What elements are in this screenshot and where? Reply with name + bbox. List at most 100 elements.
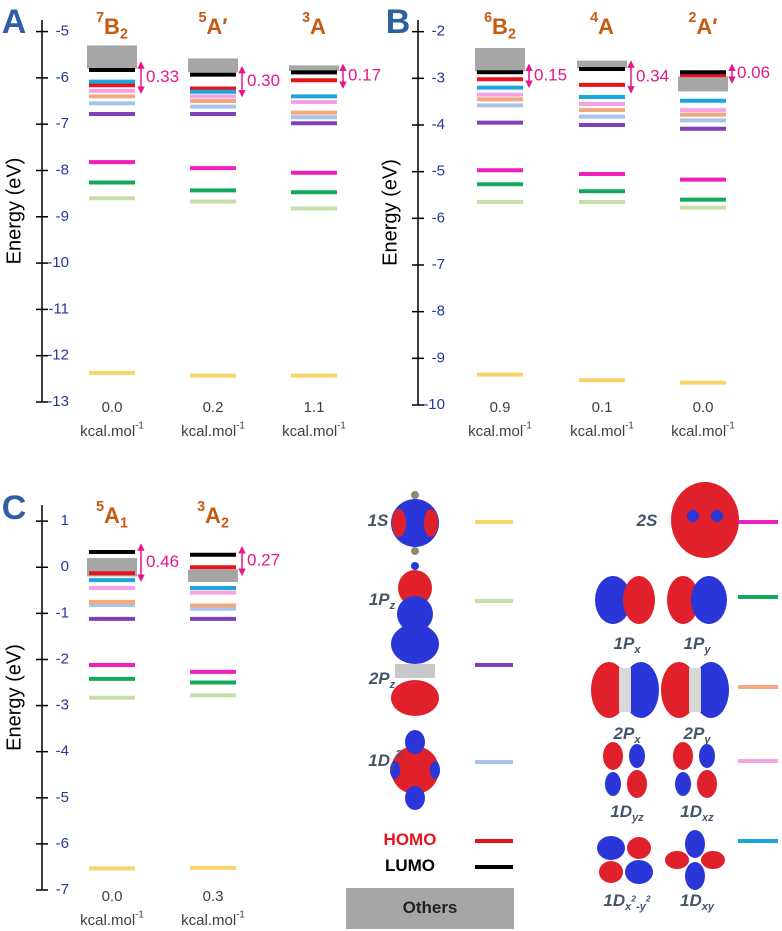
orbital-1px [595, 576, 655, 624]
text-part: 1P [684, 634, 705, 653]
text-part: 1D [603, 891, 625, 910]
panel-label: A [2, 3, 27, 41]
text-part: x [633, 734, 641, 746]
text-part: -1 [337, 420, 346, 431]
orbital-2s [671, 482, 739, 558]
text-part: 1S [368, 511, 389, 530]
text-part: kcal.mol [181, 423, 236, 440]
energy-unit: kcal.mol-1 [570, 420, 634, 440]
y-tick-label: -7 [56, 881, 69, 898]
text-part: 2P [368, 669, 390, 688]
legend-label: 2Py [683, 724, 712, 746]
text-part: 6 [484, 10, 492, 26]
text-part: kcal.mol [570, 423, 625, 440]
text-part: kcal.mol [80, 423, 135, 440]
energy-unit: kcal.mol-1 [181, 420, 245, 440]
y-tick-label: -2 [56, 650, 69, 667]
text-part: -1 [135, 909, 144, 920]
state-label: 6B2 [484, 10, 516, 43]
y-tick-label: -6 [56, 69, 69, 86]
energy-unit: kcal.mol-1 [181, 909, 245, 929]
text-part: 2 [508, 26, 516, 42]
text-part: A′ [696, 14, 717, 39]
text-part: kcal.mol [671, 423, 726, 440]
state-label: 5A′ [198, 10, 227, 39]
y-axis-title: Energy (eV) [379, 159, 401, 266]
gap-label: 0.33 [146, 67, 179, 86]
y-tick-label: -8 [432, 303, 445, 320]
text-part: kcal.mol [468, 423, 523, 440]
text-part: 5 [96, 499, 104, 515]
legend-label: Others [403, 898, 458, 917]
text-part: 1D [368, 751, 390, 770]
text-part: z [389, 679, 396, 691]
relative-energy: 0.9 [490, 399, 511, 416]
text-part: 7 [96, 10, 104, 26]
text-part: z [389, 761, 396, 773]
orbital-1pz [397, 562, 433, 632]
energy-unit: kcal.mol-1 [80, 420, 144, 440]
text-part: A [205, 503, 221, 528]
text-part: y [703, 644, 711, 656]
text-part: 1 [120, 515, 128, 531]
text-part: Others [403, 898, 458, 917]
text-part: 2P [613, 724, 635, 743]
orbital-images [390, 482, 739, 890]
text-part: 1P [614, 634, 635, 653]
text-part: 2 [630, 894, 636, 904]
text-part: z [389, 600, 396, 612]
legend-label: 2Px [613, 724, 642, 746]
y-tick-label: -4 [56, 743, 69, 760]
y-tick-label: -12 [47, 347, 69, 364]
legend-label: 1Py [684, 634, 712, 656]
y-tick-label: -7 [432, 256, 445, 273]
y-tick-label: -6 [56, 835, 69, 852]
y-axis-title: Energy (eV) [3, 644, 25, 751]
y-tick-label: 1 [61, 512, 69, 529]
text-part: kcal.mol [282, 423, 337, 440]
orbital-1dxz [673, 742, 717, 798]
legend-label: 1Dz2 [368, 748, 402, 773]
relative-energy: 0.0 [102, 399, 123, 416]
legend-label: LUMO [385, 856, 435, 875]
relative-energy: 0.1 [592, 399, 613, 416]
relative-energy: 0.2 [203, 399, 224, 416]
text-part: 2 [221, 515, 229, 531]
text-part: x [633, 644, 641, 656]
others-box [188, 569, 238, 582]
orbital-1py [667, 576, 727, 624]
y-tick-label: -9 [432, 349, 445, 366]
y-tick-label: 0 [61, 558, 69, 575]
relative-energy: 0.0 [693, 399, 714, 416]
text-part: -1 [236, 420, 245, 431]
gap-label: 0.06 [737, 63, 770, 82]
orbital-1dx2y2 [597, 836, 653, 884]
orbital-1dyz [603, 742, 647, 798]
text-part: xy [701, 901, 715, 913]
y-tick-label: -13 [47, 393, 69, 410]
state-label: 4A [590, 10, 614, 39]
gap-label: 0.17 [348, 66, 381, 85]
legend-box [346, 888, 514, 929]
text-part: 5 [198, 10, 206, 26]
orbital-1dxy [665, 830, 725, 890]
legend-label: 2S [636, 511, 658, 530]
text-part: LUMO [385, 856, 435, 875]
energy-unit: kcal.mol-1 [468, 420, 532, 440]
state-label: 3A [302, 10, 326, 39]
legend-label: 1Dxz [680, 802, 714, 824]
gap-label: 0.15 [534, 65, 567, 84]
energy-unit: kcal.mol-1 [282, 420, 346, 440]
text-part: yz [631, 812, 644, 824]
text-part: HOMO [384, 830, 437, 849]
gap-label: 0.27 [247, 551, 280, 570]
others-box [475, 48, 525, 72]
panel-label: B [386, 3, 411, 41]
others-box [289, 65, 339, 71]
text-part: 2 [395, 748, 403, 760]
legend-label: HOMO [384, 830, 437, 849]
legend-label: 1S [368, 511, 389, 530]
y-tick-label: -7 [56, 115, 69, 132]
text-part: A [104, 503, 120, 528]
